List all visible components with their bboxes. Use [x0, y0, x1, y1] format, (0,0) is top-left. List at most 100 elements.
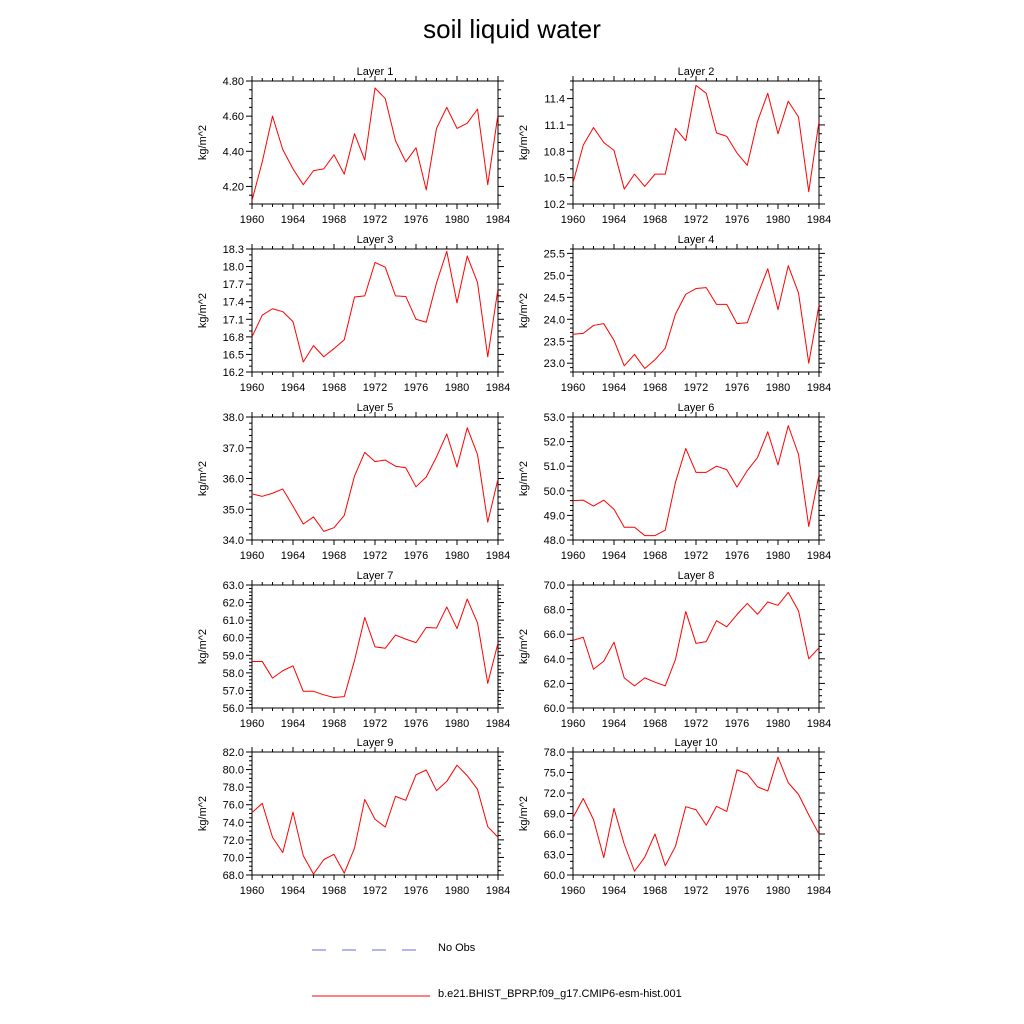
y-tick-label: 24.5: [544, 292, 565, 304]
y-tick-label: 75.0: [544, 768, 565, 780]
x-tick-label: 1960: [561, 214, 585, 226]
x-tick-label: 1976: [725, 214, 749, 226]
chart-panel: Layer 8 kg/m^2 1960 1964 1968 1972 1976 1980 198…: [518, 570, 831, 730]
y-tick-label: 50.0: [544, 486, 565, 498]
chart-panel: Layer 3 kg/m^2 1960 1964 1968 1972 1976 1980 198…: [197, 234, 510, 394]
x-tick-label: 1968: [322, 885, 346, 897]
chart-panel: Layer 2 kg/m^2 1960 1964 1968 1972 1976 1980 198…: [518, 66, 831, 226]
x-tick-label: 1972: [684, 718, 708, 730]
plot-frame: [572, 416, 820, 541]
x-tick-label: 1964: [602, 382, 626, 394]
y-tick-label: 63.0: [544, 850, 565, 862]
y-tick-label: 38.0: [223, 412, 244, 424]
x-tick-label: 1968: [322, 550, 346, 562]
y-tick-label: 17.1: [223, 314, 244, 326]
x-tick-label: 1960: [561, 885, 585, 897]
y-tick-label: 70.0: [223, 852, 244, 864]
x-tick-label: 1980: [445, 885, 469, 897]
y-tick-label: 25.0: [544, 270, 565, 282]
panel-title: Layer 10: [675, 737, 718, 749]
plot-frame: [251, 80, 499, 205]
x-tick-label: 1976: [725, 885, 749, 897]
x-tick-label: 1972: [684, 382, 708, 394]
y-tick-label: 37.0: [223, 443, 244, 455]
y-tick-label: 63.0: [223, 580, 244, 592]
y-tick-label: 80.0: [223, 765, 244, 777]
x-tick-label: 1960: [561, 718, 585, 730]
plot-frame: [572, 80, 820, 205]
x-tick-label: 1972: [684, 214, 708, 226]
y-tick-label: 35.0: [223, 504, 244, 516]
series-line: [252, 598, 498, 698]
plot-frame: [251, 248, 499, 373]
x-tick-label: 1972: [684, 885, 708, 897]
x-tick-label: 1968: [643, 718, 667, 730]
y-axis-label: kg/m^2: [518, 461, 530, 496]
y-tick-label: 11.1: [544, 120, 565, 132]
series-line: [573, 425, 819, 537]
y-axis-label: kg/m^2: [197, 461, 209, 496]
y-axis-label: kg/m^2: [518, 629, 530, 664]
x-tick-label: 1968: [643, 885, 667, 897]
legend-label-model: b.e21.BHIST_BPRP.f09_g17.CMIP6-esm-hist.…: [438, 988, 682, 1000]
x-tick-label: 1968: [643, 214, 667, 226]
y-tick-label: 72.0: [223, 835, 244, 847]
x-tick-label: 1976: [725, 382, 749, 394]
x-tick-label: 1968: [643, 550, 667, 562]
y-tick-label: 16.5: [223, 349, 244, 361]
x-tick-label: 1984: [486, 382, 510, 394]
x-tick-label: 1984: [807, 382, 831, 394]
plot-frame: [251, 751, 499, 876]
y-tick-label: 82.0: [223, 747, 244, 759]
plot-frame: [572, 584, 820, 709]
legend-label-no-obs: No Obs: [438, 942, 476, 954]
y-tick-label: 78.0: [544, 747, 565, 759]
plot-frame: [251, 416, 499, 541]
y-tick-label: 4.40: [223, 146, 244, 158]
x-tick-label: 1960: [240, 382, 264, 394]
panel-title: Layer 9: [357, 737, 394, 749]
x-tick-label: 1976: [404, 382, 428, 394]
y-tick-label: 68.0: [223, 870, 244, 882]
series-line: [573, 265, 819, 369]
x-tick-label: 1980: [445, 718, 469, 730]
y-axis-label: kg/m^2: [197, 125, 209, 160]
x-tick-label: 1972: [363, 214, 387, 226]
x-tick-label: 1960: [240, 214, 264, 226]
chart-panel: Layer 6 kg/m^2 1960 1964 1968 1972 1976 1980 198…: [518, 402, 831, 562]
y-tick-label: 52.0: [544, 437, 565, 449]
y-tick-label: 49.0: [544, 510, 565, 522]
chart-panel: Layer 10 kg/m^2 1960 1964 1968 1972 1976 1980 19…: [518, 737, 831, 897]
chart-panel: Layer 5 kg/m^2 1960 1964 1968 1972 1976 1980 198…: [197, 402, 510, 562]
series-line: [252, 87, 498, 201]
x-tick-label: 1976: [404, 718, 428, 730]
x-tick-label: 1964: [281, 550, 305, 562]
y-tick-label: 76.0: [223, 800, 244, 812]
y-tick-label: 69.0: [544, 809, 565, 821]
y-tick-label: 24.0: [544, 314, 565, 326]
legend-swatch-dashed: [312, 949, 420, 951]
legend-item-model: b.e21.BHIST_BPRP.f09_g17.CMIP6-esm-hist.…: [310, 986, 810, 1006]
x-tick-label: 1972: [684, 550, 708, 562]
y-tick-label: 17.4: [223, 297, 244, 309]
plot-frame: [572, 751, 820, 876]
x-tick-label: 1972: [363, 550, 387, 562]
y-tick-label: 57.0: [223, 685, 244, 697]
y-tick-label: 25.5: [544, 248, 565, 260]
y-tick-label: 18.0: [223, 262, 244, 274]
x-tick-label: 1964: [281, 214, 305, 226]
panel-title: Layer 6: [678, 402, 715, 414]
x-tick-label: 1972: [363, 718, 387, 730]
x-tick-label: 1964: [602, 718, 626, 730]
x-tick-label: 1980: [445, 214, 469, 226]
y-axis-label: kg/m^2: [197, 796, 209, 831]
x-tick-label: 1984: [486, 550, 510, 562]
series-line: [573, 84, 819, 193]
series-line: [573, 591, 819, 687]
y-tick-label: 4.60: [223, 111, 244, 123]
x-tick-label: 1964: [281, 885, 305, 897]
y-tick-label: 61.0: [223, 615, 244, 627]
y-tick-label: 56.0: [223, 703, 244, 715]
